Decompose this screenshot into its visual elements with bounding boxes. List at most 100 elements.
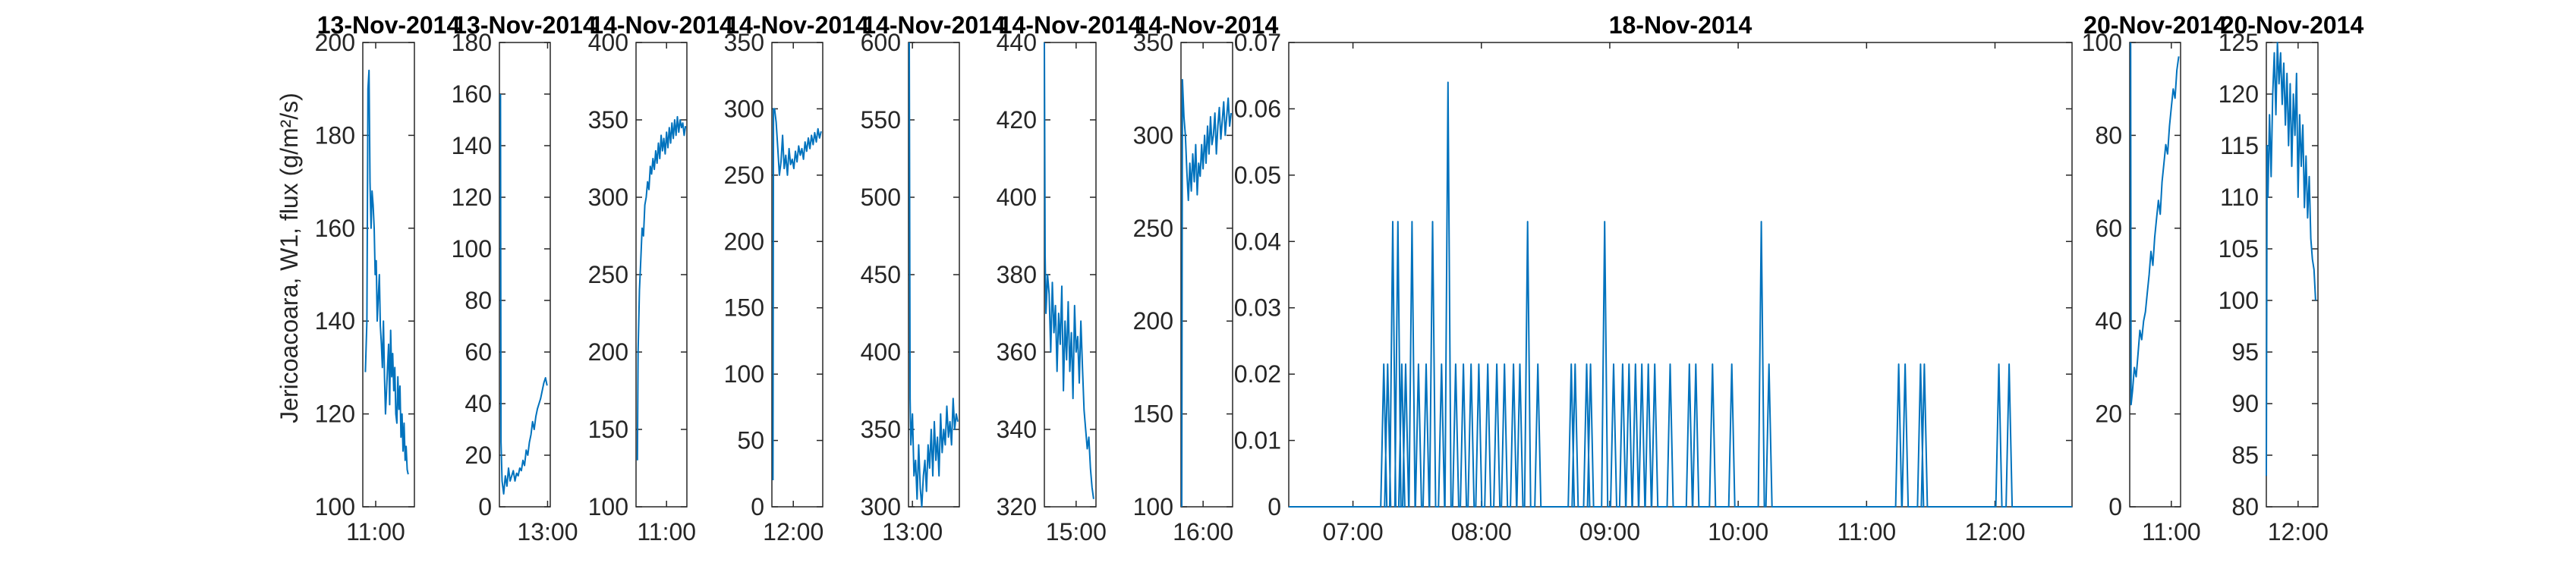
- y-tick-label: 80: [2231, 493, 2259, 520]
- y-tick-label: 200: [588, 338, 628, 366]
- data-series-line: [499, 93, 548, 495]
- y-tick-label: 0: [2108, 493, 2122, 520]
- y-tick-label: 400: [861, 338, 901, 366]
- panel-9: 0 20 40 60 80 100 11:00 20-Nov-2014: [2082, 11, 2227, 545]
- y-tick-label: 80: [2095, 121, 2122, 149]
- y-tick-label: 500: [861, 184, 901, 211]
- data-series-line: [772, 108, 822, 481]
- y-tick-label: 95: [2231, 338, 2259, 366]
- y-tick-label: 120: [452, 184, 492, 211]
- y-tick-label: 0.01: [1234, 427, 1281, 454]
- y-tick-label: 100: [452, 235, 492, 262]
- x-tick-label: 09:00: [1579, 518, 1640, 545]
- x-tick-label: 16:00: [1173, 518, 1233, 545]
- y-tick-label: 0: [751, 493, 764, 520]
- axes-box: [2129, 42, 2181, 508]
- x-tick-label: 10:00: [1708, 518, 1768, 545]
- y-tick-label: 105: [2219, 235, 2259, 262]
- y-tick-label: 140: [315, 307, 355, 335]
- x-tick-label: 07:00: [1323, 518, 1384, 545]
- axes-box: [1288, 42, 2073, 508]
- y-tick-label: 420: [997, 106, 1037, 134]
- panel-title: 20-Nov-2014: [2221, 11, 2364, 39]
- axes-box: [499, 42, 551, 508]
- y-tick-label: 200: [724, 228, 764, 255]
- axes-box: [2266, 42, 2319, 508]
- y-tick-label: 250: [588, 261, 628, 288]
- x-tick-label: 11:00: [2142, 518, 2201, 545]
- data-series-line: [2130, 42, 2180, 406]
- y-tick-label: 380: [997, 261, 1037, 288]
- y-tick-label: 90: [2231, 390, 2259, 417]
- y-tick-label: 360: [997, 338, 1037, 366]
- panel-5: 300 350 400 450 500 550 600 13:00 14-Nov-2014: [861, 11, 1006, 545]
- y-tick-label: 450: [861, 261, 901, 288]
- axes-box: [771, 42, 824, 508]
- panel-title: 13-Nov-2014: [453, 11, 597, 39]
- y-tick-label: 0.06: [1234, 95, 1281, 122]
- data-series-line: [2266, 42, 2316, 476]
- panel-title: 14-Nov-2014: [999, 11, 1142, 39]
- y-tick-label: 180: [315, 121, 355, 149]
- y-tick-label: 440: [997, 29, 1037, 56]
- panel-4: 0 50 100 150 200 250 300 350 12:00 14-Nov-2014: [724, 11, 869, 545]
- x-tick-label: 13:00: [882, 518, 943, 545]
- axes-box: [362, 42, 415, 508]
- panel-7: 100 150 200 250 300 350 16:00 14-Nov-2014: [1133, 11, 1279, 545]
- y-tick-label: 125: [2219, 29, 2259, 56]
- y-tick-label: 300: [724, 95, 764, 122]
- y-tick-label: 250: [724, 162, 764, 189]
- panel-title: 14-Nov-2014: [726, 11, 869, 39]
- y-tick-label: 80: [464, 287, 492, 314]
- y-tick-label: 400: [997, 184, 1037, 211]
- x-tick-label: 11:00: [346, 518, 405, 545]
- y-tick-label: 100: [2082, 29, 2122, 56]
- x-tick-label: 12:00: [2268, 518, 2329, 545]
- y-tick-label: 250: [1133, 215, 1173, 242]
- data-series-line: [1181, 79, 1233, 508]
- y-tick-label: 350: [1133, 29, 1173, 56]
- y-tick-label: 0.04: [1234, 228, 1281, 255]
- y-tick-label: 150: [1133, 401, 1173, 428]
- axes-box: [635, 42, 688, 508]
- y-tick-label: 160: [452, 80, 492, 108]
- data-series-line: [1044, 42, 1094, 499]
- panel-title: 14-Nov-2014: [1135, 11, 1279, 39]
- panel-title: 20-Nov-2014: [2083, 11, 2227, 39]
- y-tick-label: 400: [588, 29, 628, 56]
- y-tick-label: 115: [2220, 132, 2259, 159]
- y-tick-label: 150: [588, 416, 628, 443]
- x-tick-label: 08:00: [1451, 518, 1512, 545]
- x-tick-label: 12:00: [1964, 518, 2025, 545]
- y-tick-label: 300: [1133, 121, 1173, 149]
- y-tick-label: 100: [588, 493, 628, 520]
- y-tick-label: 100: [2219, 287, 2259, 314]
- y-tick-label: 60: [464, 338, 492, 366]
- y-tick-label: 340: [997, 416, 1037, 443]
- y-tick-label: 40: [2095, 307, 2122, 335]
- y-tick-label: 0.02: [1234, 360, 1281, 388]
- x-tick-label: 13:00: [517, 518, 578, 545]
- y-tick-label: 600: [861, 29, 901, 56]
- x-tick-label: 12:00: [763, 518, 824, 545]
- x-tick-label: 15:00: [1046, 518, 1107, 545]
- y-tick-label: 180: [452, 29, 492, 56]
- y-tick-label: 20: [2095, 401, 2122, 428]
- y-tick-label: 140: [452, 132, 492, 159]
- x-tick-label: 11:00: [637, 518, 696, 545]
- panel-10: 80 85 90 95 100 105 110 115 120 125 12:00 20-Nov-20…: [2219, 11, 2364, 545]
- y-tick-label: 150: [724, 294, 764, 322]
- y-tick-label: 120: [2219, 80, 2259, 108]
- panel-1: 100 120 140 160 180 200 11:00 13-Nov-2014: [315, 11, 461, 545]
- y-tick-label: 120: [315, 401, 355, 428]
- y-tick-label: 85: [2231, 442, 2259, 469]
- y-tick-label: 550: [861, 106, 901, 134]
- y-axis-label: Jericoacoara, W1, flux (g/m²/s): [276, 93, 303, 423]
- y-tick-label: 0: [478, 493, 492, 520]
- panel-title: 14-Nov-2014: [590, 11, 733, 39]
- panel-2: 0 20 40 60 80 100 120 140 160 180 13:00 13-Nov-2014: [452, 11, 597, 545]
- y-tick-label: 200: [315, 29, 355, 56]
- panel-title: 18-Nov-2014: [1609, 11, 1752, 39]
- y-tick-label: 300: [588, 184, 628, 211]
